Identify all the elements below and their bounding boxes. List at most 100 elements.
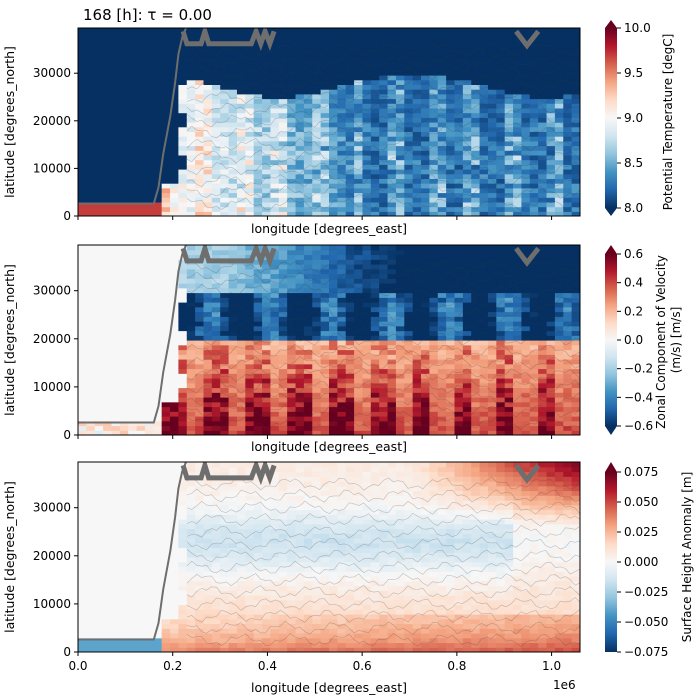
heatmap-cell: [395, 316, 405, 322]
heatmap-cell: [136, 211, 146, 216]
heatmap-cell: [278, 344, 288, 351]
heatmap-cell: [563, 126, 573, 132]
heatmap-cell: [513, 392, 523, 398]
heatmap-cell: [529, 164, 539, 170]
heatmap-cell: [395, 98, 405, 104]
heatmap-cell: [379, 201, 389, 208]
heatmap-cell: [245, 201, 255, 208]
heatmap-cell: [228, 107, 238, 114]
heatmap-cell: [303, 264, 313, 270]
heatmap-cell: [529, 159, 539, 165]
heatmap-cell: [228, 378, 238, 384]
heatmap-cell: [354, 28, 364, 34]
heatmap-cell: [195, 359, 205, 365]
heatmap-cell: [303, 302, 313, 308]
heatmap-cell: [161, 89, 171, 95]
heatmap-cell: [186, 173, 196, 179]
heatmap-cell: [429, 211, 439, 216]
contour-line: [186, 149, 580, 164]
heatmap-cell: [253, 302, 263, 308]
heatmap-cell: [287, 84, 297, 90]
heatmap-cell: [170, 325, 179, 332]
heatmap-cell: [429, 411, 439, 417]
heatmap-cell: [329, 259, 338, 265]
heatmap-cell: [153, 51, 163, 57]
heatmap-cell: [479, 416, 489, 422]
heatmap-cell: [270, 164, 280, 170]
heatmap-cell: [563, 51, 573, 57]
heatmap-cell: [471, 340, 481, 346]
heatmap-cell: [295, 420, 305, 427]
heatmap-cell: [395, 145, 405, 151]
heatmap-cell: [278, 211, 288, 216]
heatmap-cell: [119, 84, 129, 90]
heatmap-cell: [387, 98, 397, 104]
heatmap-cell: [86, 571, 96, 577]
heatmap-cell: [395, 122, 405, 128]
heatmap-cell: [354, 75, 364, 81]
heatmap-cell: [487, 42, 497, 48]
heatmap-cell: [236, 273, 246, 279]
heatmap-cell: [278, 79, 288, 85]
heatmap-cell: [329, 411, 338, 417]
heatmap-cell: [404, 349, 414, 355]
heatmap-cell: [362, 397, 372, 403]
heatmap-cell: [462, 430, 472, 435]
heatmap-cell: [362, 136, 372, 142]
heatmap-cell: [437, 316, 447, 322]
heatmap-cell: [521, 401, 531, 408]
heatmap-cell: [446, 378, 456, 384]
heatmap-cell: [312, 311, 322, 317]
heatmap-cell: [395, 259, 405, 265]
heatmap-cell: [395, 154, 405, 161]
heatmap-cell: [236, 107, 246, 114]
heatmap-cell: [161, 201, 171, 208]
heatmap-cell: [262, 126, 272, 132]
heatmap-cell: [362, 206, 372, 212]
heatmap-cell: [270, 201, 280, 208]
heatmap-cell: [86, 378, 96, 384]
heatmap-cell: [220, 197, 230, 203]
heatmap-cell: [119, 297, 129, 303]
heatmap-cell: [287, 359, 297, 365]
heatmap-cell: [538, 316, 548, 322]
heatmap-cell: [546, 264, 556, 270]
heatmap-cell: [86, 32, 96, 38]
heatmap-cell: [421, 169, 430, 175]
heatmap-cell: [462, 397, 472, 403]
heatmap-cell: [429, 46, 439, 53]
heatmap-cell: [111, 264, 121, 270]
heatmap-cell: [337, 173, 347, 179]
heatmap-cell: [404, 292, 414, 298]
heatmap-cell: [203, 340, 213, 346]
heatmap-cell: [454, 70, 464, 76]
heatmap-cell: [421, 392, 430, 398]
heatmap-cell: [395, 392, 405, 398]
heatmap-cell: [362, 37, 372, 43]
heatmap-cell: [513, 79, 523, 85]
heatmap-cell: [337, 75, 347, 81]
heatmap-cell: [111, 164, 121, 170]
heatmap-cell: [312, 42, 322, 48]
heatmap-cell: [278, 382, 288, 389]
heatmap-cell: [437, 42, 447, 48]
heatmap-cell: [119, 112, 129, 118]
heatmap-cell: [295, 321, 305, 327]
heatmap-cell: [161, 98, 171, 104]
heatmap-cell: [462, 354, 472, 360]
heatmap-cell: [329, 292, 338, 298]
heatmap-cell: [111, 359, 121, 365]
heatmap-cell: [487, 425, 497, 431]
heatmap-cell: [103, 154, 113, 161]
heatmap-cell: [479, 112, 489, 118]
heatmap-cell: [278, 397, 288, 403]
heatmap-cell: [144, 136, 154, 142]
heatmap-cell: [538, 51, 548, 57]
heatmap-cell: [245, 32, 255, 38]
heatmap-cell: [362, 420, 372, 427]
heatmap-cell: [387, 169, 397, 175]
heatmap-cell: [563, 283, 573, 289]
heatmap-cell: [446, 42, 456, 48]
heatmap-cell: [253, 183, 263, 189]
